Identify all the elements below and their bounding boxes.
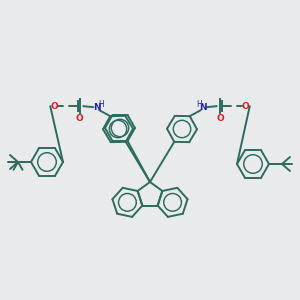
Text: H: H [196, 100, 202, 109]
Text: H: H [98, 100, 104, 109]
Text: O: O [242, 102, 250, 111]
Text: O: O [50, 102, 58, 111]
Text: O: O [75, 114, 83, 123]
Text: O: O [217, 114, 225, 123]
Text: N: N [199, 103, 207, 112]
Text: N: N [93, 103, 101, 112]
